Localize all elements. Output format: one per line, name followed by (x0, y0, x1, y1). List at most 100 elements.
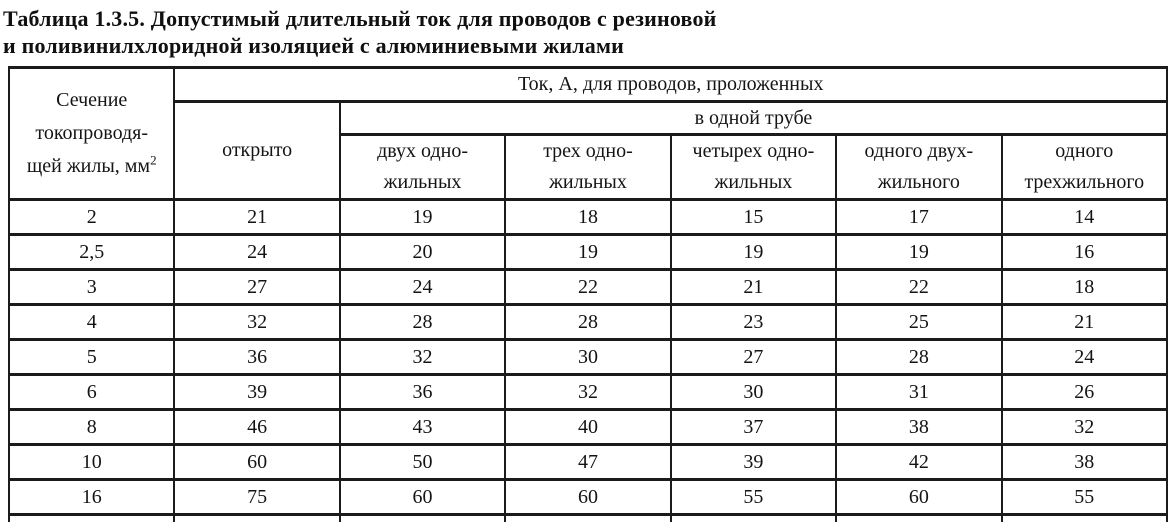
table-body: 2 21 19 18 15 17 14 2,5 24 20 19 19 19 16 3 27 24 22 21 22 1… (7, 198, 1169, 522)
partial-clipped-row (7, 513, 1169, 522)
current-value-cell: 22 (504, 268, 672, 306)
current-value-cell: 55 (1000, 478, 1169, 516)
current-value-cell: 28 (835, 338, 1003, 376)
header-one-two-core-line2: жильного (877, 171, 960, 193)
table-row: 8 46 43 40 37 38 32 (7, 408, 1169, 446)
current-value-cell: 36 (338, 373, 507, 411)
current-value-cell: 38 (835, 408, 1003, 446)
current-value-cell: 46 (173, 408, 341, 446)
current-value-cell: 25 (835, 303, 1003, 341)
current-value-cell: 24 (338, 268, 507, 306)
current-value-cell: 21 (669, 268, 838, 306)
current-value-cell: 18 (1000, 268, 1169, 306)
current-value-cell: 39 (173, 373, 341, 411)
header-one-three-core-line2: трехжильного (1024, 171, 1145, 193)
current-value-cell: 23 (669, 303, 838, 341)
current-value-cell: 15 (669, 198, 838, 236)
table-row: 10 60 50 47 39 42 38 (7, 443, 1169, 481)
section-cell: 16 (7, 478, 176, 516)
current-value-cell: 19 (338, 198, 507, 236)
current-value-cell: 30 (669, 373, 838, 411)
section-cell: 5 (7, 338, 176, 376)
current-value-cell: 30 (504, 338, 672, 376)
section-cell: 2 (7, 198, 176, 236)
header-row-2: открыто в одной трубе (9, 100, 1169, 201)
header-four-single-core: четырех одно- жильных (669, 133, 838, 201)
current-value-cell: 27 (173, 268, 341, 306)
header-one-two-core-line1: одного двух- (864, 140, 974, 162)
current-value-cell: 14 (1000, 198, 1169, 236)
current-value-cell: 16 (1000, 233, 1169, 271)
section-cell: 4 (7, 303, 176, 341)
current-value-cell: 60 (173, 443, 341, 481)
current-value-cell: 32 (173, 303, 341, 341)
current-value-cell: 60 (835, 478, 1003, 516)
table-row: 2 21 19 18 15 17 14 (7, 198, 1169, 236)
header-one-two-core: одного двух- жильного (835, 133, 1003, 201)
current-ratings-table: Сечение токопроводя- щей жилы, мм2 Ток, … (7, 66, 1169, 522)
header-one-three-core-line1: одного (1055, 140, 1114, 162)
current-value-cell: 38 (1000, 443, 1169, 481)
header-three-single-core-line1: трех одно- (543, 140, 633, 162)
current-value-cell: 60 (504, 478, 672, 516)
table-row: 4 32 28 28 23 25 21 (7, 303, 1169, 341)
empty-cell (338, 513, 507, 522)
table-row: 3 27 24 22 21 22 18 (7, 268, 1169, 306)
section-cell: 10 (7, 443, 176, 481)
current-value-cell: 75 (173, 478, 341, 516)
table-row: 2,5 24 20 19 19 19 16 (7, 233, 1169, 271)
section-cell: 6 (7, 373, 176, 411)
table-row: 5 36 32 30 27 28 24 (7, 338, 1169, 376)
header-row-3: двух одно- жильных трех одно- жильных че… (9, 133, 1169, 201)
header-one-three-core: одного трехжильного (1000, 133, 1169, 201)
header-two-single-core: двух одно- жильных (338, 133, 507, 201)
current-value-cell: 22 (835, 268, 1003, 306)
empty-cell (835, 513, 1003, 522)
current-value-cell: 60 (338, 478, 507, 516)
current-value-cell: 24 (1000, 338, 1169, 376)
section-cell: 8 (7, 408, 176, 446)
header-cross-section-line3: щей жилы, мм2 (12, 150, 171, 183)
current-value-cell: 20 (338, 233, 507, 271)
header-cross-section-line2: токопроводя- (35, 122, 149, 144)
header-cross-section: Сечение токопроводя- щей жилы, мм2 (7, 66, 176, 201)
current-value-cell: 18 (504, 198, 672, 236)
current-value-cell: 24 (173, 233, 341, 271)
header-cross-section-unit: щей жилы, мм (26, 155, 151, 177)
table-title-line2: и поливинилхлоридной изоляцией с алюмини… (3, 33, 625, 58)
section-cell: 3 (7, 268, 176, 306)
header-two-single-core-line1: двух одно- (377, 140, 468, 162)
header-current-laid: Ток, А, для проводов, проложенных (173, 66, 1168, 103)
current-value-cell: 47 (504, 443, 672, 481)
current-value-cell: 19 (835, 233, 1003, 271)
header-four-single-core-line1: четырех одно- (692, 140, 815, 162)
empty-cell (173, 513, 341, 522)
current-value-cell: 32 (1000, 408, 1169, 446)
empty-cell (669, 513, 838, 522)
current-value-cell: 43 (338, 408, 507, 446)
table-row: 6 39 36 32 30 31 26 (7, 373, 1169, 411)
current-value-cell: 28 (338, 303, 507, 341)
table-title-line1: Таблица 1.3.5. Допустимый длительный ток… (3, 6, 717, 31)
current-value-cell: 19 (669, 233, 838, 271)
table-title: Таблица 1.3.5. Допустимый длительный ток… (0, 0, 1175, 59)
header-superscript: 2 (150, 152, 157, 168)
current-value-cell: 31 (835, 373, 1003, 411)
current-value-cell: 28 (504, 303, 672, 341)
empty-cell (504, 513, 672, 522)
header-three-single-core: трех одно- жильных (504, 133, 672, 201)
header-four-single-core-line2: жильных (714, 171, 793, 193)
section-cell: 2,5 (7, 233, 176, 271)
empty-cell (7, 513, 176, 522)
current-value-cell: 27 (669, 338, 838, 376)
current-value-cell: 42 (835, 443, 1003, 481)
current-value-cell: 26 (1000, 373, 1169, 411)
current-value-cell: 40 (504, 408, 672, 446)
current-value-cell: 36 (173, 338, 341, 376)
current-value-cell: 55 (669, 478, 838, 516)
current-value-cell: 32 (338, 338, 507, 376)
table-row: 16 75 60 60 55 60 55 (7, 478, 1169, 516)
header-two-single-core-line2: жильных (383, 171, 462, 193)
current-value-cell: 50 (338, 443, 507, 481)
